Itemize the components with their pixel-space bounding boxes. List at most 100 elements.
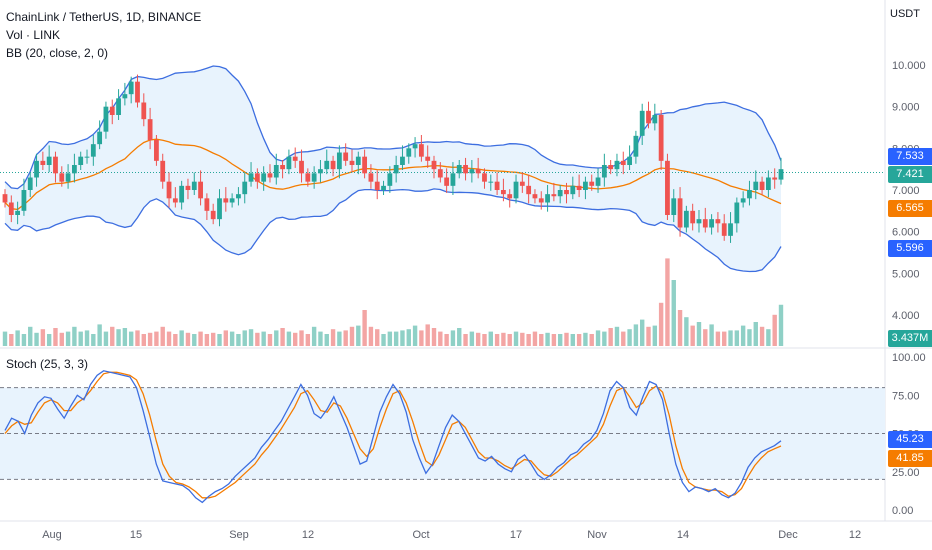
bb-basis-tag: 6.565 <box>888 200 932 217</box>
volume-bar <box>696 322 702 346</box>
candle-body <box>147 119 153 140</box>
volume-bar <box>728 330 733 346</box>
volume-bar <box>198 331 203 346</box>
candle-body <box>444 177 450 186</box>
candle-body <box>267 173 273 178</box>
volume-bar <box>602 331 607 346</box>
volume-bar <box>40 329 46 346</box>
volume-bar <box>778 304 784 346</box>
candle-body <box>658 115 664 161</box>
volume-bar <box>229 331 235 346</box>
volume-bar <box>34 332 39 346</box>
stoch-d-tag: 41.85 <box>888 450 932 467</box>
candle-body <box>103 106 109 132</box>
price-tick-label: 5.000 <box>892 268 920 280</box>
candle-body <box>595 177 601 186</box>
candle-body <box>431 160 437 170</box>
candle-body <box>463 165 468 174</box>
volume-bar <box>621 331 626 346</box>
candle-body <box>665 160 670 215</box>
candle-body <box>248 173 254 182</box>
candle-body <box>412 144 418 149</box>
volume-bar <box>192 334 197 346</box>
candle-body <box>721 223 727 236</box>
volume-bar <box>179 330 184 346</box>
candle-body <box>627 156 632 165</box>
volume-bar <box>160 326 165 346</box>
candle-body <box>311 173 317 182</box>
volume-bar <box>349 326 355 346</box>
time-tick-label: Oct <box>412 529 429 541</box>
volume-legend[interactable]: Vol · LINK <box>6 28 61 42</box>
last-price-tag: 7.421 <box>888 166 932 183</box>
currency-label[interactable]: USDT <box>890 8 920 20</box>
volume-bar <box>78 331 83 346</box>
price-tick-label: 9.000 <box>892 102 920 114</box>
bollinger-band-fill <box>5 66 781 272</box>
candle-body <box>740 198 746 203</box>
volume-bar <box>772 314 777 346</box>
bb-upper-tag: 7.533 <box>888 148 932 165</box>
candle-body <box>223 198 229 203</box>
candle-body <box>204 198 210 211</box>
volume-bar <box>576 334 582 346</box>
candle-body <box>728 223 733 236</box>
candle-body <box>639 110 645 136</box>
candle-body <box>330 160 336 170</box>
volume-bar <box>677 310 683 346</box>
volume-bar <box>400 330 405 346</box>
volume-bar <box>545 332 550 346</box>
volume-bar <box>690 325 695 346</box>
candle-body <box>292 156 298 161</box>
candle-body <box>614 160 620 170</box>
volume-bar <box>217 334 222 346</box>
volume-bar <box>46 334 52 346</box>
bollinger-legend[interactable]: BB (20, close, 2, 0) <box>6 46 109 60</box>
volume-tag: 3.437M <box>888 330 932 347</box>
candle-body <box>90 144 96 157</box>
candle-body <box>501 190 506 195</box>
volume-bar <box>122 328 128 346</box>
candle-body <box>557 190 563 197</box>
volume-bar <box>722 331 727 346</box>
volume-bar <box>520 332 525 346</box>
volume-bar <box>551 334 557 346</box>
volume-bar <box>154 331 159 346</box>
stoch-k-tag: 45.23 <box>888 431 932 448</box>
volume-bar <box>507 334 512 346</box>
time-tick-label: 17 <box>510 529 522 541</box>
candle-body <box>747 190 752 199</box>
volume-bar <box>469 331 475 346</box>
symbol-legend[interactable]: ChainLink / TetherUS, 1D, BINANCE <box>6 10 202 24</box>
volume-bar <box>135 330 140 346</box>
volume-bar <box>330 329 336 346</box>
stoch-tick-label: 100.00 <box>892 352 926 364</box>
volume-bar <box>97 324 102 346</box>
volume-bar <box>393 331 399 346</box>
candle-body <box>8 202 14 215</box>
candle-body <box>400 156 405 165</box>
volume-bar <box>147 332 153 346</box>
stoch-tick-label: 25.00 <box>892 467 920 479</box>
volume-bar <box>2 331 8 346</box>
volume-bar <box>589 334 594 346</box>
candle-body <box>482 173 487 182</box>
candle-body <box>772 177 778 180</box>
candle-body <box>355 156 361 165</box>
volume-bar <box>658 302 664 346</box>
candle-body <box>261 173 267 182</box>
candle-body <box>59 173 65 182</box>
volume-bar <box>381 334 386 346</box>
volume-bar <box>431 328 437 346</box>
candle-body <box>273 165 279 178</box>
candle-body <box>305 173 311 182</box>
volume-bar <box>665 258 670 346</box>
volume-bar <box>267 334 273 346</box>
volume-bar <box>684 317 689 346</box>
stoch-legend[interactable]: Stoch (25, 3, 3) <box>6 357 89 371</box>
volume-bar <box>564 332 569 346</box>
candle-body <box>469 169 475 174</box>
candle-body <box>456 165 462 174</box>
candle-body <box>78 156 84 165</box>
